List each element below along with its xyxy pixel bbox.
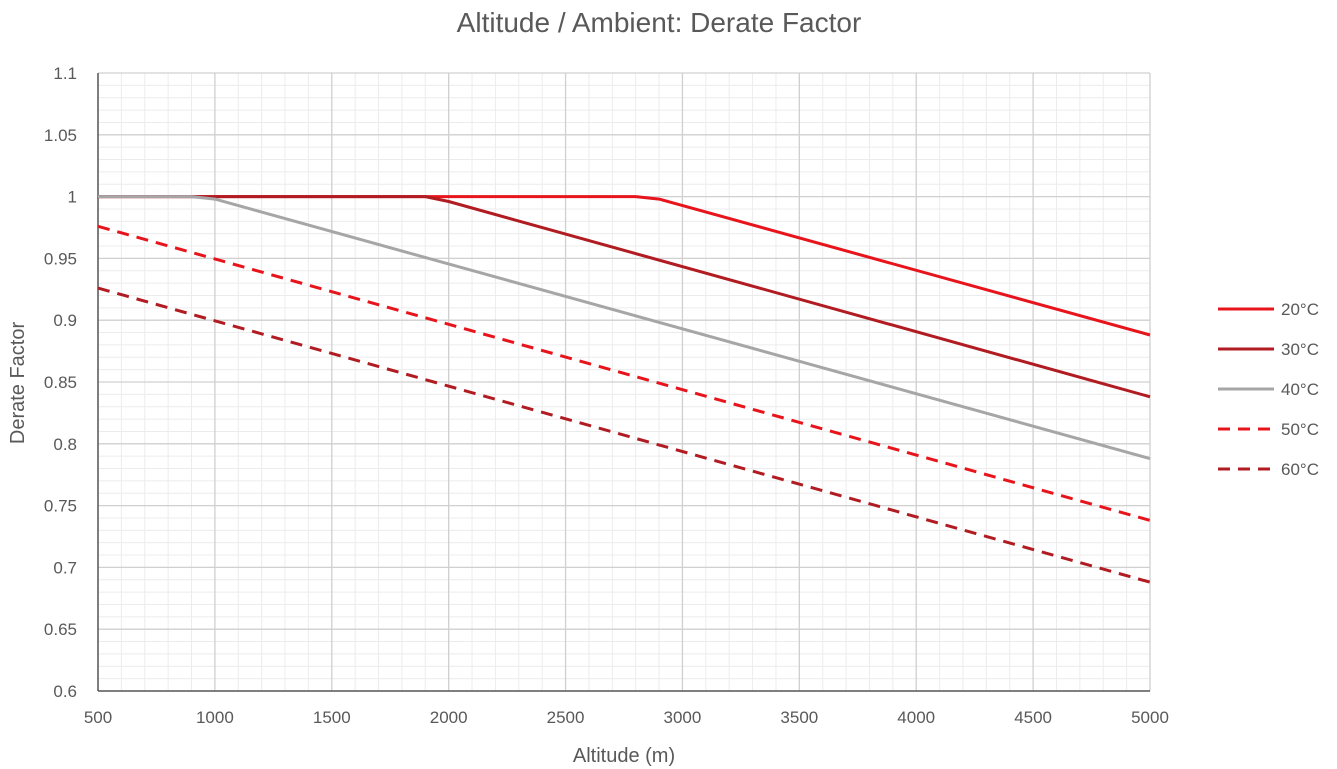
y-tick-label: 1: [68, 188, 77, 207]
y-tick-label: 1.05: [44, 126, 77, 145]
chart-title: Altitude / Ambient: Derate Factor: [457, 7, 862, 38]
series-line-30C: [98, 195, 1151, 399]
series-line-50C: [97, 224, 1151, 522]
y-tick-label: 0.6: [53, 682, 77, 701]
y-tick-label: 0.95: [44, 249, 77, 268]
grid-lines: [97, 72, 1151, 692]
series-line-40C: [98, 195, 1151, 461]
legend: 20°C 30°C 40°C 50°C 60°C: [1218, 300, 1319, 479]
y-axis-title: Derate Factor: [7, 322, 29, 445]
x-tick-label: 4000: [897, 708, 935, 727]
y-tick-label: 0.7: [53, 558, 77, 577]
legend-label: 60°C: [1281, 460, 1319, 479]
x-axis-title: Altitude (m): [573, 745, 675, 767]
x-tick-label: 2000: [430, 708, 468, 727]
legend-label: 30°C: [1281, 340, 1319, 359]
x-tick-label: 3000: [664, 708, 702, 727]
x-tick-label: 2500: [547, 708, 585, 727]
y-tick-label: 0.8: [53, 435, 77, 454]
series-line-20C: [98, 195, 1151, 337]
y-tick-label: 0.75: [44, 497, 77, 516]
y-tick-label: 1.1: [53, 64, 77, 83]
x-tick-labels: 500 1000 1500 2000 2500 3000 3500 4000 4500 5000: [84, 708, 1169, 727]
legend-label: 40°C: [1281, 380, 1319, 399]
y-tick-label: 0.9: [53, 311, 77, 330]
x-tick-label: 4500: [1014, 708, 1052, 727]
series-line-60C: [97, 286, 1151, 584]
legend-label: 20°C: [1281, 300, 1319, 319]
y-tick-labels: 0.6 0.65 0.7 0.75 0.8 0.85 0.9 0.95 1 1.05 1.1: [44, 64, 77, 701]
legend-label: 50°C: [1281, 420, 1319, 439]
x-tick-label: 500: [84, 708, 112, 727]
x-tick-label: 1000: [196, 708, 234, 727]
x-tick-label: 1500: [313, 708, 351, 727]
x-tick-label: 3500: [780, 708, 818, 727]
axes: [97, 73, 1150, 692]
series-lines: [97, 195, 1151, 584]
x-tick-label: 5000: [1131, 708, 1169, 727]
y-tick-label: 0.65: [44, 620, 77, 639]
y-tick-label: 0.85: [44, 373, 77, 392]
